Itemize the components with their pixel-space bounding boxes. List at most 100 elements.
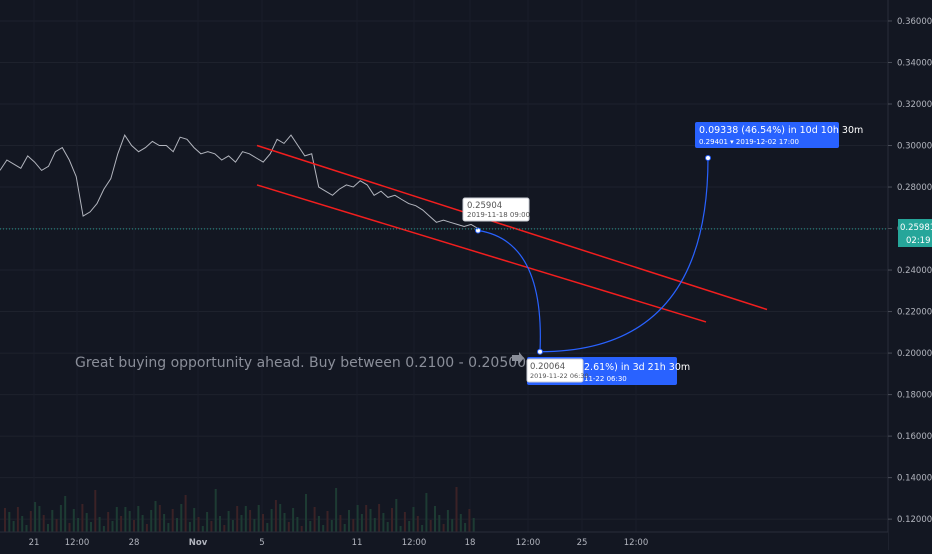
volume-bar (115, 507, 118, 532)
drop-label-line1: 2.61%) in 3d 21h 30m (584, 362, 690, 373)
price-tick-label: 0.20000 (897, 349, 932, 359)
volume-bar (210, 521, 213, 532)
price-tick-label: 0.32000 (897, 100, 932, 110)
volume-bar (442, 524, 445, 532)
point-label-1-price: 0.25904 (467, 201, 502, 211)
volume-bar (12, 521, 15, 532)
volume-bar (124, 507, 127, 532)
price-axis[interactable]: 0.360000.340000.320000.300000.280000.260… (887, 0, 932, 550)
time-tick-label: 28 (129, 538, 140, 548)
last-price-tag: 0.25981 02:19 (0, 219, 932, 247)
time-tick-label: 25 (577, 538, 588, 548)
projection-point (537, 348, 543, 355)
volume-bar (356, 505, 359, 532)
time-tick-label: 12:00 (624, 538, 649, 548)
volume-bar (283, 513, 286, 532)
volume-bar (249, 510, 252, 532)
volume-bar (111, 521, 114, 532)
volume-bar (214, 489, 217, 532)
point-label-2-date: 2019-11-22 06:30 (530, 372, 589, 380)
volume-bar (313, 507, 316, 532)
volume-bar (59, 505, 62, 532)
volume-bar (403, 512, 406, 532)
point-label-1: 0.25904 2019-11-18 09:00 (462, 197, 530, 222)
annotation-arrow-icon (512, 352, 524, 364)
time-tick-label: Nov (189, 538, 208, 548)
time-tick-label: 21 (29, 538, 40, 548)
price-tick-label: 0.22000 (897, 308, 932, 318)
volume-bar (391, 508, 393, 532)
volume-bar (98, 517, 101, 532)
volume-bar (34, 502, 37, 532)
time-tick-label: 18 (465, 538, 476, 548)
volume-bar (468, 509, 471, 532)
volume-bar (309, 521, 312, 532)
time-tick-label: 11 (352, 538, 363, 548)
rise-label-line2: 0.29401 ▾ 2019-12-02 17:00 (699, 138, 799, 146)
volume-bar (171, 509, 174, 532)
volume-bar (180, 504, 183, 532)
last-price-value: 0.25981 (900, 223, 932, 233)
price-tick-label: 0.28000 (897, 183, 932, 193)
price-tick-label: 0.24000 (897, 266, 932, 276)
volume-bar (68, 523, 71, 532)
volume-bar (188, 522, 191, 532)
volume-bar (326, 511, 329, 532)
volume-bar (300, 526, 303, 532)
volume-bar (279, 504, 282, 532)
volume-bar (296, 517, 299, 532)
time-tick-label: 12:00 (402, 538, 427, 548)
volume-bar (472, 518, 475, 532)
volume-bar (197, 517, 200, 532)
volume-bar (343, 524, 346, 532)
volume-bar (352, 519, 355, 532)
volume-bar (382, 513, 385, 532)
volume-bar (81, 504, 84, 532)
volume-bar (8, 512, 11, 532)
volume-bar (64, 496, 67, 532)
volume-bar (425, 493, 428, 532)
volume-bar (266, 523, 269, 532)
volume-bar (94, 490, 97, 532)
volume-bar (21, 516, 24, 532)
volume-bar (429, 520, 432, 532)
volume-bar (51, 510, 54, 532)
volume-bar (360, 514, 363, 532)
time-tick-label: 5 (259, 538, 264, 548)
projection-point (705, 154, 711, 161)
volume-bar (287, 522, 290, 532)
volume-bar (464, 523, 467, 532)
volume-bar (386, 522, 389, 532)
volume-bar (85, 513, 88, 532)
volume-bar (305, 494, 307, 532)
volume-bar (244, 506, 247, 532)
price-tick-label: 0.34000 (897, 58, 932, 68)
volume-bars (4, 487, 475, 532)
volume-bar (193, 508, 196, 532)
volume-bar (145, 524, 148, 532)
annotation-text: Great buying opportunity ahead. Buy betw… (75, 355, 526, 371)
volume-bar (90, 522, 92, 532)
channel-line (256, 184, 707, 323)
volume-bar (339, 515, 342, 532)
volume-bar (408, 521, 411, 532)
volume-bar (240, 515, 243, 532)
channel (256, 144, 768, 323)
volume-bar (253, 519, 256, 532)
volume-bar (184, 495, 187, 532)
time-tick-label: 12:00 (65, 538, 90, 548)
volume-bar (434, 506, 436, 532)
volume-bar (47, 524, 49, 532)
volume-bar (176, 518, 178, 532)
volume-bar (42, 515, 45, 532)
price-tick-label: 0.18000 (897, 391, 932, 401)
volume-bar (335, 488, 338, 532)
volume-bar (399, 526, 402, 532)
volume-bar (128, 511, 131, 532)
time-axis[interactable]: 21 12:00 28 Nov 5 11 12:00 18 12:00 25 12:00 (0, 531, 888, 550)
volume-bar (236, 506, 239, 532)
volume-bar (219, 516, 221, 532)
price-tick-label: 0.36000 (897, 17, 932, 27)
volume-bar (274, 500, 277, 532)
